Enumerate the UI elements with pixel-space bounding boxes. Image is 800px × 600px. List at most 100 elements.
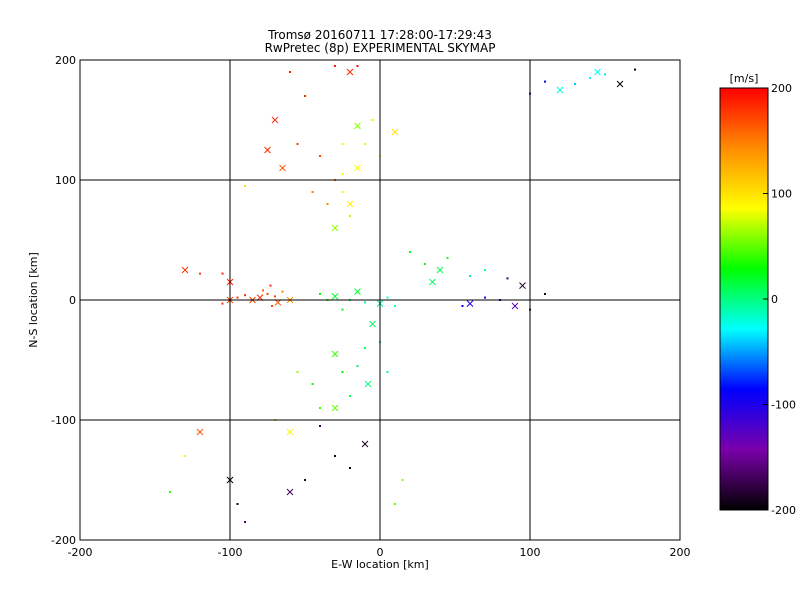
- colorbar-tick-label: -200: [771, 504, 796, 517]
- data-point: [269, 284, 272, 287]
- data-point: [271, 305, 273, 307]
- data-point: [341, 371, 344, 373]
- data-point: [334, 65, 336, 67]
- data-point: [341, 191, 344, 193]
- data-point: [274, 295, 276, 298]
- data-point: [589, 77, 591, 79]
- colorbar-tick-label: 0: [771, 293, 778, 306]
- data-point: [429, 278, 436, 286]
- data-point: [574, 83, 576, 85]
- data-point: [616, 80, 624, 88]
- data-point: [604, 73, 606, 76]
- data-point: [266, 293, 269, 295]
- x-tick-label: 0: [377, 546, 384, 559]
- data-point: [286, 488, 294, 496]
- y-tick-label: -200: [51, 534, 76, 547]
- data-point: [466, 300, 474, 307]
- x-tick-label: -200: [68, 546, 93, 559]
- data-point: [391, 128, 399, 136]
- data-point: [279, 164, 286, 172]
- data-point: [349, 395, 351, 397]
- data-point: [236, 503, 239, 505]
- data-point: [199, 272, 201, 275]
- data-point: [346, 68, 354, 76]
- data-point: [364, 347, 366, 349]
- y-tick-label: 200: [55, 54, 76, 67]
- data-point: [364, 380, 372, 388]
- data-point: [244, 294, 246, 297]
- colorbar: [m/s] 200 100 0 -100 -200: [719, 72, 796, 517]
- data-point: [371, 119, 374, 121]
- grid-layer: [80, 60, 680, 540]
- data-point: [519, 282, 526, 289]
- data-point: [181, 266, 189, 274]
- data-point: [424, 263, 426, 265]
- chart-title: Tromsø 20160711 17:28:00-17:29:43: [268, 28, 492, 42]
- data-point: [401, 479, 404, 481]
- data-point: [221, 302, 224, 305]
- data-point: [289, 71, 291, 73]
- x-tick-label: -100: [218, 546, 243, 559]
- data-point: [281, 290, 284, 293]
- data-point: [409, 251, 411, 253]
- data-point: [319, 425, 321, 427]
- data-point: [331, 293, 339, 300]
- data-point: [436, 266, 444, 274]
- y-tick-label: 0: [69, 294, 76, 307]
- data-point: [326, 203, 329, 205]
- data-point: [346, 200, 354, 208]
- data-point: [296, 371, 299, 373]
- data-point: [304, 95, 306, 97]
- data-point: [634, 68, 636, 71]
- data-point: [286, 428, 294, 436]
- data-point: [446, 257, 449, 259]
- y-tick-label: 100: [55, 174, 76, 187]
- data-point: [319, 293, 321, 295]
- data-point: [244, 521, 246, 523]
- data-point: [544, 80, 546, 83]
- data-point: [394, 305, 396, 307]
- data-point: [544, 293, 546, 295]
- data-point: [461, 305, 464, 307]
- data-point: [184, 455, 186, 457]
- x-tick-label: 200: [670, 546, 691, 559]
- data-point: [556, 86, 564, 94]
- data-point: [319, 407, 321, 409]
- data-point: [296, 143, 299, 145]
- colorbar-label: [m/s]: [730, 72, 759, 85]
- data-point: [319, 155, 321, 157]
- data-point: [169, 491, 171, 493]
- data-point: [364, 143, 366, 145]
- colorbar-ticks: 200 100 0 -100 -200: [763, 82, 796, 517]
- data-point: [271, 116, 279, 124]
- data-point: [331, 350, 339, 358]
- data-point: [244, 185, 246, 187]
- data-point: [304, 479, 306, 481]
- points-layer: [169, 65, 636, 523]
- data-point: [349, 215, 351, 217]
- ticks-layer: -200 -100 0 100 200 -200 -100 0 100 200: [51, 54, 690, 559]
- data-point: [349, 467, 351, 469]
- data-point: [484, 296, 486, 299]
- x-axis-label: E-W location [km]: [331, 558, 429, 571]
- data-point: [196, 428, 204, 436]
- chart-subtitle: RwPretec (8p) EXPERIMENTAL SKYMAP: [264, 41, 496, 55]
- data-point: [386, 371, 389, 373]
- data-point: [361, 440, 369, 448]
- data-point: [264, 146, 271, 154]
- colorbar-tick-label: -100: [771, 399, 796, 412]
- data-point: [221, 272, 224, 275]
- data-point: [364, 301, 366, 304]
- data-point: [469, 275, 471, 277]
- colorbar-tick-label: 200: [771, 82, 792, 95]
- data-point: [354, 122, 361, 130]
- data-point: [394, 503, 396, 505]
- data-point: [369, 320, 376, 328]
- y-tick-label: -100: [51, 414, 76, 427]
- data-point: [356, 65, 359, 67]
- y-axis-label: N-S location [km]: [27, 252, 40, 348]
- data-point: [594, 68, 601, 76]
- data-point: [354, 164, 361, 172]
